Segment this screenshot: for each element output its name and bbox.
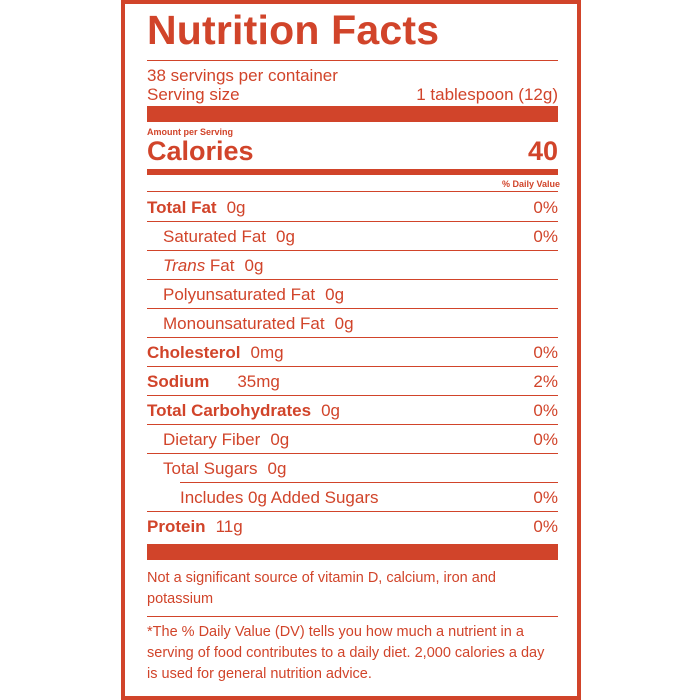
- servings-per-container: 38 servings per container: [147, 66, 338, 85]
- nutrient-name: Monounsaturated Fat: [163, 314, 325, 333]
- divider-thin: [147, 395, 558, 396]
- nutrient-dv: 0%: [533, 430, 558, 449]
- nutrient-name: Dietary Fiber: [163, 430, 261, 449]
- divider-thin: [147, 191, 558, 192]
- divider-thick: [147, 106, 558, 122]
- nutrient-name: Polyunsaturated Fat: [163, 285, 316, 304]
- calories-row: Calories 40: [147, 138, 558, 165]
- nutrient-amount: 0g: [276, 227, 295, 246]
- nutrient-amount: 0g: [226, 198, 246, 217]
- nutrient-dv: 0%: [533, 488, 558, 507]
- nutrient-name: Total Sugars: [163, 459, 258, 478]
- nutrient-dv: 2%: [533, 372, 558, 391]
- divider-thin: [147, 221, 558, 222]
- amount-per-serving: Amount per Serving: [147, 127, 234, 137]
- nutrient-name-italic: Trans: [163, 256, 206, 275]
- divider-medium: [147, 169, 558, 175]
- nutrient-amount: 0g: [321, 401, 340, 420]
- nutrient-name: Cholesterol: [147, 343, 241, 362]
- nutrient-amount: 0g: [270, 430, 290, 449]
- nutrient-name: Saturated Fat: [163, 227, 267, 246]
- divider-thin: [147, 453, 558, 454]
- nutrient-dv: 0%: [533, 198, 558, 217]
- nutrient-amount: 35mg: [237, 372, 280, 391]
- serving-size-value: 1 tablespoon (12g): [416, 85, 558, 104]
- nutrient-amount: 11g: [215, 517, 243, 536]
- nutrient-name: Includes 0g Added Sugars: [180, 488, 379, 507]
- calories-value: 40: [527, 136, 558, 166]
- nutrient-dv: 0%: [533, 227, 558, 246]
- nutrient-dv: 0%: [533, 343, 558, 362]
- vitamin-note: Not a significant source of vitamin D, c…: [147, 570, 496, 607]
- nutrient-amount: 0g: [267, 459, 287, 478]
- divider-thin: [147, 424, 558, 425]
- serving-size-label: Serving size: [147, 85, 240, 104]
- nutrient-name: Sodium: [147, 372, 210, 391]
- daily-value-header: % Daily Value: [501, 179, 560, 189]
- divider-thin: [147, 511, 558, 512]
- nutrient-name: Fat: [205, 256, 235, 275]
- divider-thin-indented: [180, 482, 558, 483]
- nutrient-name: Protein: [147, 517, 206, 536]
- divider-thin: [147, 279, 558, 280]
- calories-label: Calories: [147, 136, 254, 166]
- daily-value-footnote: *The % Daily Value (DV) tells you how mu…: [147, 624, 545, 682]
- nutrient-amount: 0g: [334, 314, 354, 333]
- divider-thin: [147, 337, 558, 338]
- divider-thick: [147, 544, 558, 560]
- divider-thin: [147, 308, 558, 309]
- nutrient-dv: 0%: [533, 401, 558, 420]
- label-title: Nutrition Facts: [147, 7, 440, 53]
- divider-thin: [147, 250, 558, 251]
- divider-thin: [147, 616, 558, 617]
- nutrient-amount: 0g: [325, 285, 345, 304]
- divider-thin: [147, 366, 558, 367]
- divider-thin: [147, 60, 558, 61]
- nutrient-name: Total Carbohydrates: [147, 401, 312, 420]
- nutrient-name: Total Fat: [147, 198, 217, 217]
- nutrient-amount: 0g: [244, 256, 264, 275]
- nutrition-facts-label: Nutrition Facts 38 servings per containe…: [121, 0, 581, 700]
- nutrient-amount: 0mg: [250, 343, 284, 362]
- nutrient-dv: 0%: [533, 517, 558, 536]
